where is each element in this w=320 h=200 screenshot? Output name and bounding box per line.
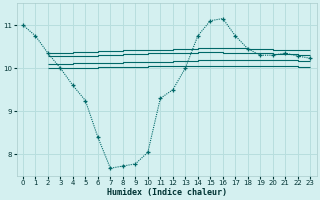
X-axis label: Humidex (Indice chaleur): Humidex (Indice chaleur) bbox=[107, 188, 227, 197]
